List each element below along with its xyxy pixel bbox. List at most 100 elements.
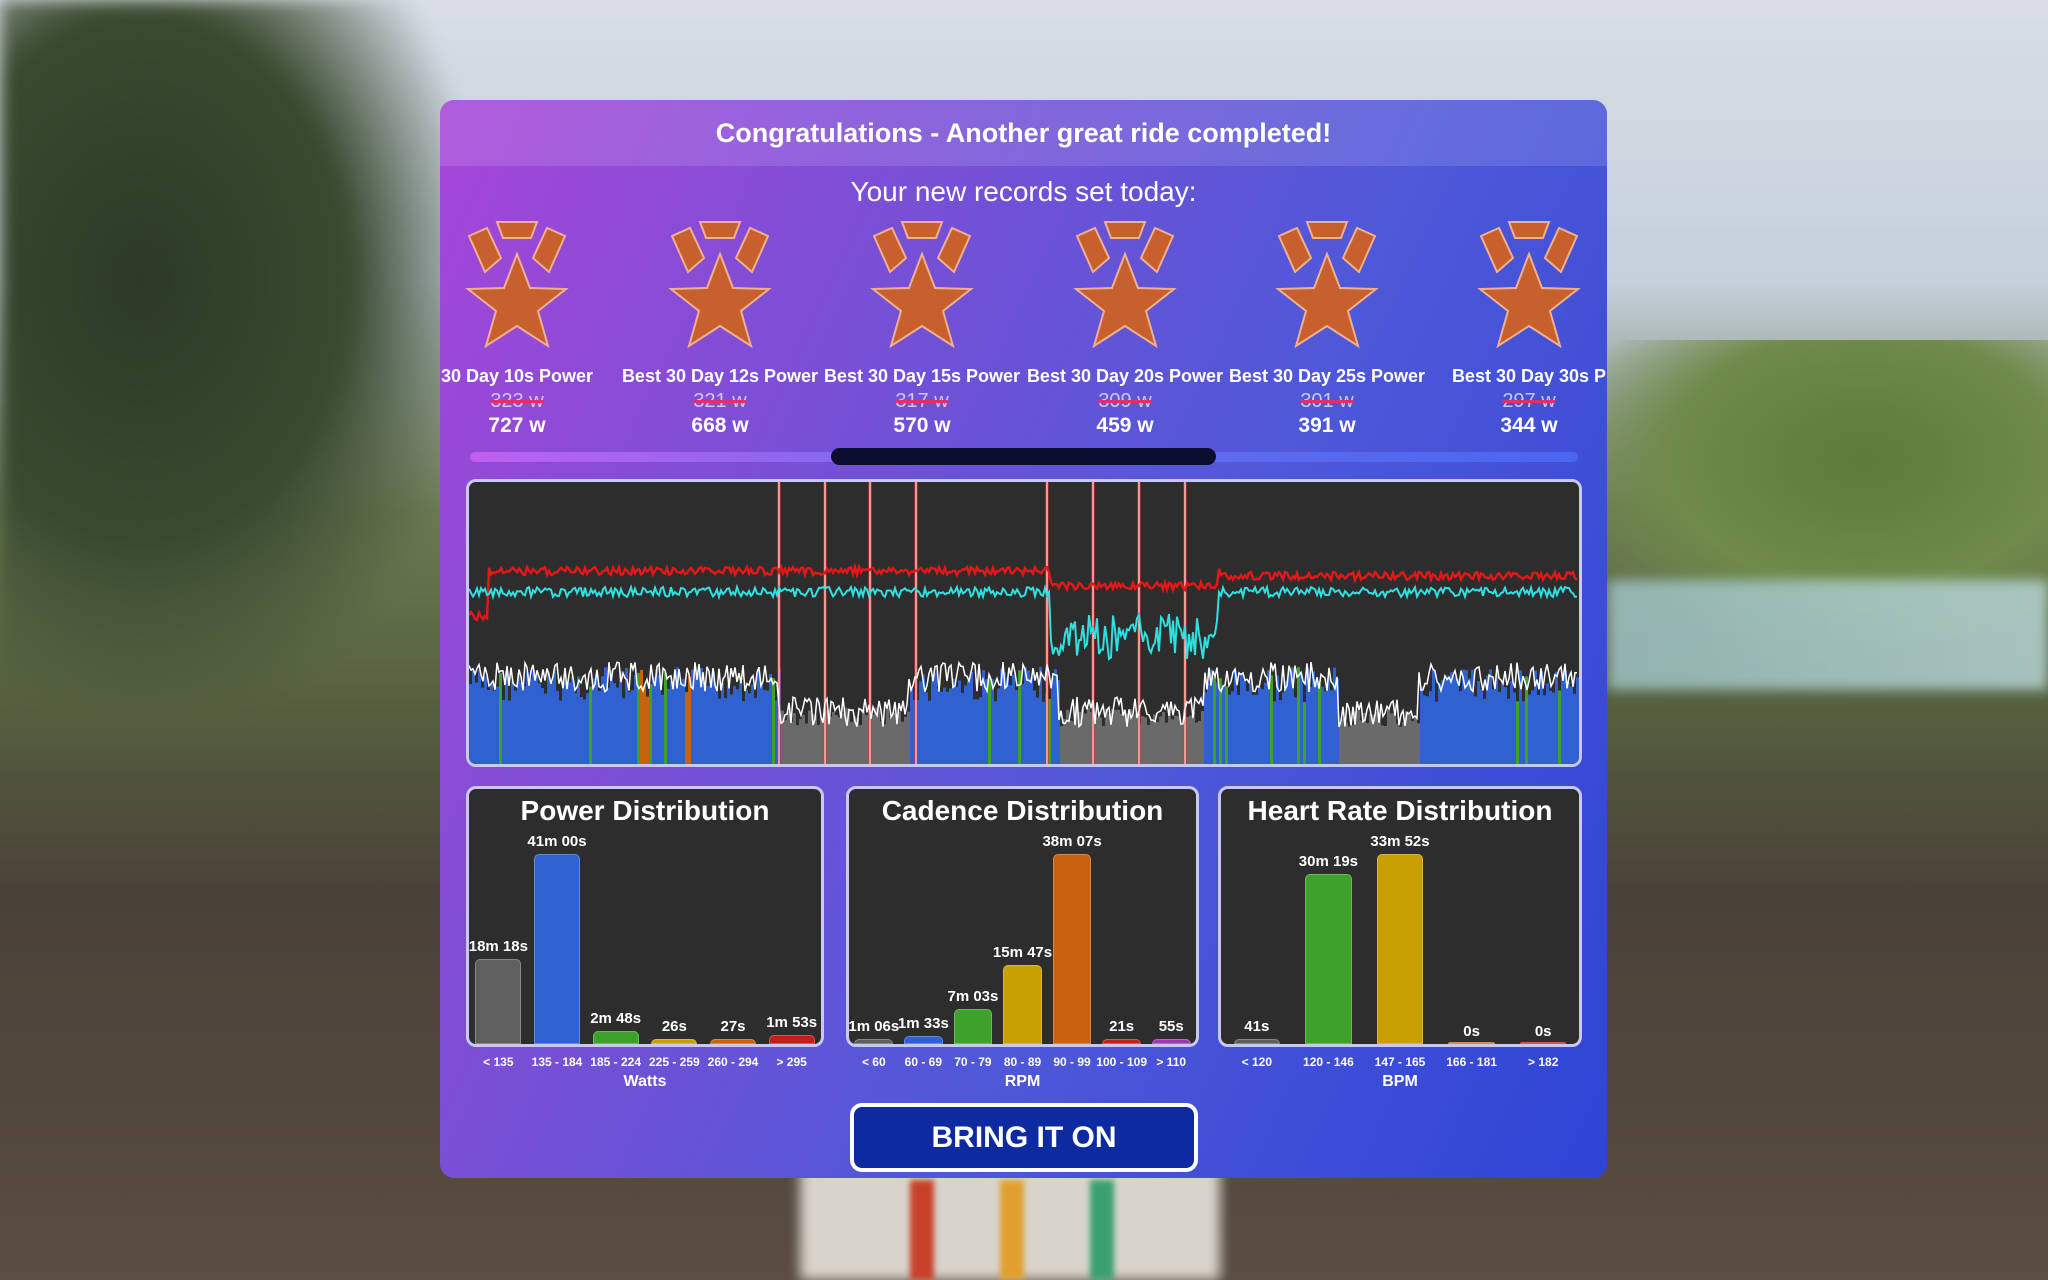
power-bar	[1030, 677, 1033, 764]
power-bar	[895, 713, 898, 764]
power-bar	[1276, 675, 1279, 764]
power-bar	[853, 716, 856, 764]
power-bar	[946, 691, 949, 764]
power-bar	[844, 707, 847, 764]
bar-value-label: 18m 18s	[468, 938, 528, 956]
bin-range-label: > 295	[776, 1055, 807, 1069]
power-bar	[1006, 677, 1009, 764]
bin-range-label: 166 - 181	[1446, 1055, 1497, 1069]
power-bar	[520, 682, 523, 764]
power-bar	[580, 697, 583, 764]
power-bar	[1537, 694, 1540, 764]
records-subtitle: Your new records set today:	[850, 176, 1197, 207]
record-label: 30 Day 10s Power	[440, 366, 594, 386]
bin-range-label: 135 - 184	[531, 1055, 583, 1069]
power-bar	[1345, 722, 1348, 764]
power-bar	[1231, 691, 1234, 764]
power-bar	[1303, 701, 1306, 764]
power-bar	[808, 710, 811, 764]
power-bar	[1522, 701, 1525, 764]
distribution-bar	[904, 1036, 943, 1044]
power-bar	[904, 716, 907, 764]
power-bar	[1414, 718, 1417, 764]
power-bar	[1462, 669, 1465, 764]
distribution-title: Heart Rate Distribution	[1247, 795, 1553, 826]
power-bar	[1549, 690, 1552, 764]
power-bar	[1297, 667, 1300, 764]
record-label: Best 30 Day 12s Power	[621, 366, 819, 386]
power-bar	[1561, 674, 1564, 764]
power-bar	[721, 683, 724, 764]
power-bar	[1255, 694, 1258, 764]
bring-it-on-button[interactable]: BRING IT ON	[850, 1103, 1198, 1172]
power-bar	[877, 709, 880, 764]
power-bar	[1327, 677, 1330, 764]
distribution-bar	[1233, 1039, 1281, 1044]
bin-range-label: 80 - 89	[1003, 1055, 1042, 1069]
power-bar	[742, 701, 745, 764]
power-bar	[1309, 686, 1312, 764]
power-bar	[811, 713, 814, 764]
power-bar	[949, 688, 952, 764]
power-bar	[829, 716, 832, 764]
power-bar	[1267, 670, 1270, 764]
power-bar	[1291, 667, 1294, 764]
bar-value-label: 21s	[1109, 1018, 1135, 1035]
power-bar	[766, 690, 769, 764]
power-bar	[484, 676, 487, 764]
power-bar	[952, 678, 955, 764]
power-bar	[1378, 713, 1381, 764]
power-bar	[715, 690, 718, 764]
power-bar	[1363, 712, 1366, 764]
bin-range-label: 147 - 165	[1374, 1055, 1426, 1069]
power-bar	[649, 684, 652, 764]
bin-range-label: 120 - 146	[1303, 1055, 1354, 1069]
power-bar	[568, 682, 571, 764]
ride-graph-svg	[469, 482, 1579, 764]
power-bar	[1501, 679, 1504, 764]
power-bar	[571, 676, 574, 764]
carousel-scrollbar-thumb[interactable]	[831, 448, 1216, 465]
record-previous-value: 309 w	[1098, 390, 1152, 412]
power-bar	[1117, 709, 1120, 764]
distribution-bar	[1519, 1042, 1567, 1044]
power-bar	[1534, 670, 1537, 764]
power-bar	[1027, 670, 1030, 764]
power-bar	[832, 712, 835, 764]
power-bar	[1264, 682, 1267, 764]
power-bar	[586, 693, 589, 764]
power-bar	[1450, 672, 1453, 764]
power-bar	[790, 721, 793, 764]
power-bar	[1465, 670, 1468, 764]
power-bar	[1492, 689, 1495, 764]
power-bar	[637, 672, 640, 764]
power-bar	[1033, 690, 1036, 764]
power-bar	[1528, 694, 1531, 764]
power-bar	[667, 688, 670, 764]
power-bar	[1042, 701, 1045, 764]
power-bar	[1135, 713, 1138, 764]
power-bar	[1417, 723, 1420, 764]
power-bar	[1432, 668, 1435, 764]
bar-value-label: 1m 33s	[897, 1015, 949, 1033]
medal-icon	[668, 221, 772, 349]
power-bar	[937, 688, 940, 764]
power-bar	[961, 693, 964, 764]
record-new-value: 727 w	[488, 414, 546, 437]
power-bar	[565, 682, 568, 764]
power-bar	[724, 698, 727, 764]
power-bar	[517, 672, 520, 764]
bin-range-label: > 110	[1156, 1055, 1187, 1069]
power-bar	[1387, 707, 1390, 764]
power-bar	[1132, 715, 1135, 764]
distribution-bar	[1305, 873, 1352, 1044]
power-bar	[1453, 676, 1456, 764]
power-bar	[925, 692, 928, 764]
power-bar	[1576, 677, 1579, 764]
axis-unit-label: Watts	[623, 1073, 667, 1090]
power-bar	[1288, 670, 1291, 764]
bin-range-label: 60 - 69	[904, 1055, 943, 1069]
power-bar	[1021, 684, 1024, 764]
power-bar	[1411, 721, 1414, 764]
power-bar	[1489, 669, 1492, 764]
